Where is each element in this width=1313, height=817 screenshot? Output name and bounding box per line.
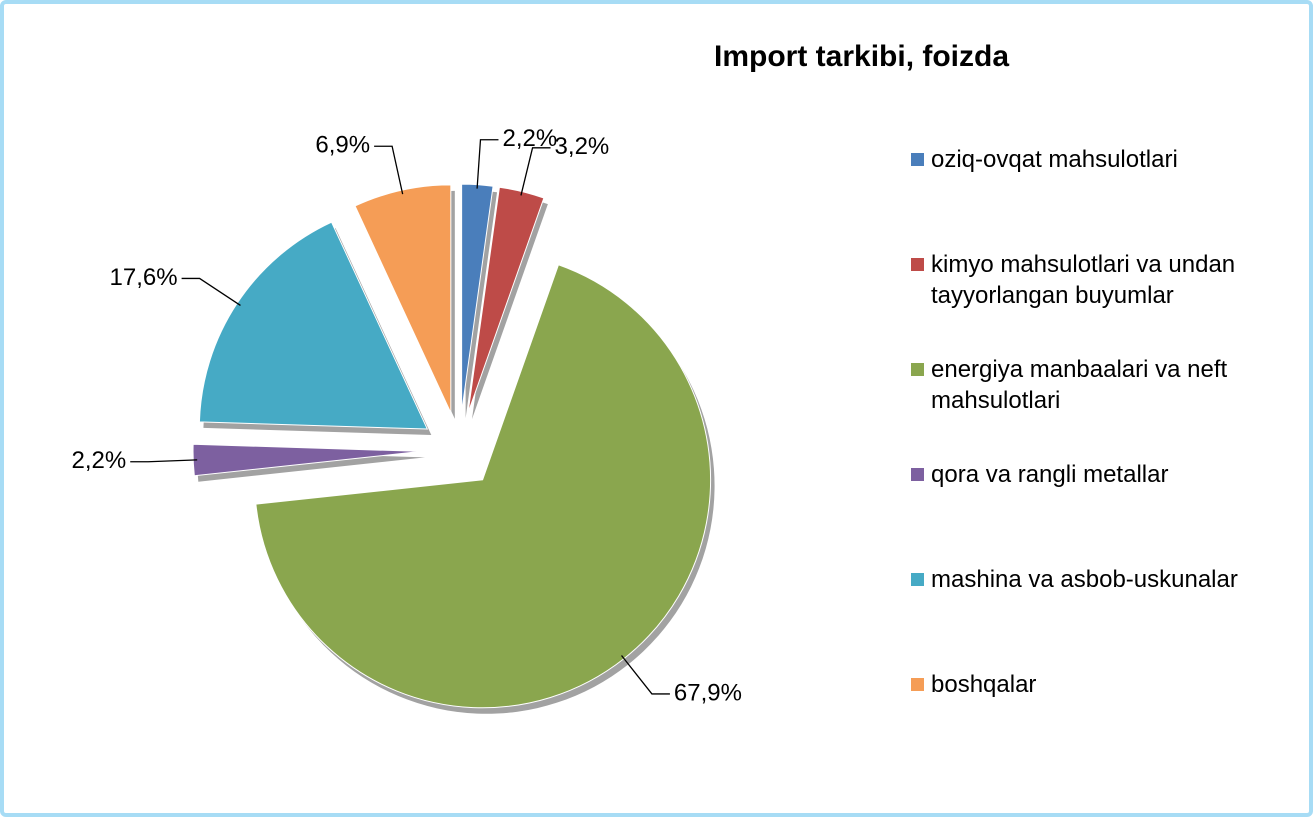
leader-line [621,655,670,695]
legend-item: boshqalar [909,669,1304,700]
legend-swatch [911,468,924,481]
legend-label: boshqalar [931,671,1037,698]
legend-item: qora va rangli metallar [909,459,1304,490]
leader-line [476,139,499,189]
legend-label: qora va rangli metallar [931,461,1169,488]
legend-swatch [911,363,924,376]
legend-swatch [911,258,924,271]
leader-line [181,277,241,307]
leader-line [374,145,404,195]
legend-swatch [911,573,924,586]
leader-line [130,459,198,463]
legend-label: energiya manbaalari va neft mahsulotlari [931,356,1228,414]
data-label: 6,9% [315,132,370,159]
legend-swatch [911,153,924,166]
legend-item: oziq-ovqat mahsulotlari [909,144,1304,175]
slice-edge [471,193,548,420]
data-label: 3,2% [555,133,610,160]
data-label: 67,9% [674,679,742,706]
legend-label: kimyo mahsulotlari va undan tayyorlangan… [931,251,1236,309]
legend-item: mashina va asbob-uskunalar [909,564,1304,595]
legend-label: mashina va asbob-uskunalar [931,566,1238,593]
legend-item: energiya manbaalari va neft mahsulotlari [909,354,1304,416]
legend-swatch [911,678,924,691]
data-label: 2,2% [72,447,127,474]
chart: 2,2%3,2%67,9%2,2%17,6%6,9% [72,125,742,714]
legend-item: kimyo mahsulotlari va undan tayyorlangan… [909,249,1304,311]
legend-label: oziq-ovqat mahsulotlari [931,146,1178,173]
leader-line [520,147,551,196]
chart-title: Import tarkibi, foizda [714,40,1010,73]
data-label: 17,6% [110,264,178,291]
